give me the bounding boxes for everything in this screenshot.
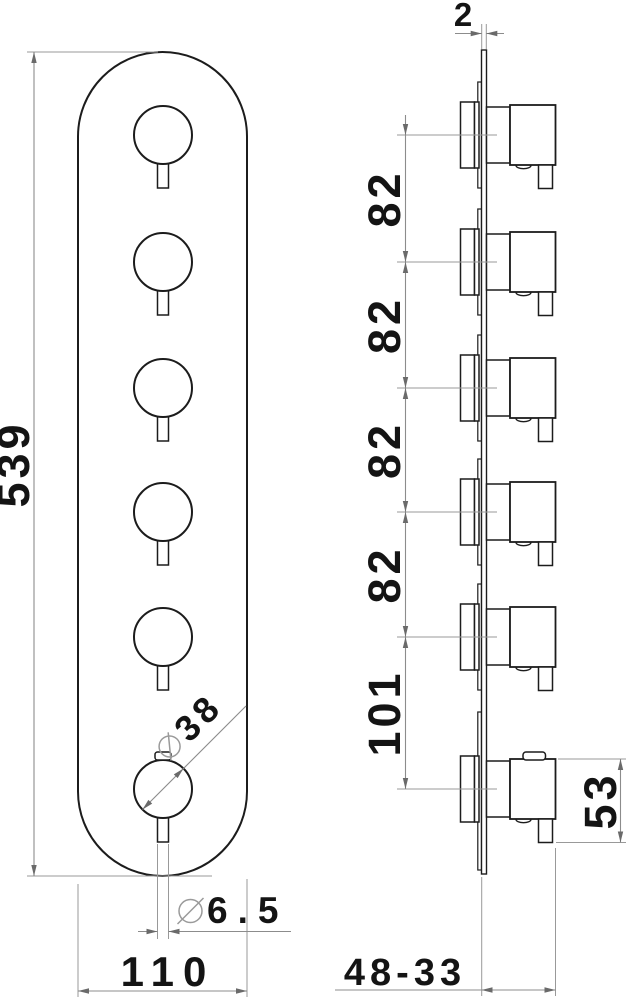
knob-3-side <box>459 354 557 443</box>
knob-5-side <box>459 603 557 692</box>
dim-label-spacing-1: 82 <box>359 169 410 227</box>
dim-label-spacing-5: 101 <box>359 669 410 756</box>
side-view <box>459 49 557 875</box>
dim-projection-range: 48-33 <box>335 848 556 996</box>
knob-6-side-top-tab <box>522 751 547 761</box>
dim-label-spacing-2: 82 <box>359 296 410 354</box>
knob-1-side <box>459 101 557 190</box>
dim-label-plate-thickness: 2 <box>454 0 474 33</box>
knob-6-side <box>459 755 557 844</box>
dim-plate-thickness: 2 <box>454 0 504 49</box>
front-view <box>77 51 248 877</box>
dim-stem-diameter: 6.5 <box>138 844 291 939</box>
knob-4-side <box>459 478 557 567</box>
dim-label-spacing-3: 82 <box>359 421 410 479</box>
dim-label-height: 539 <box>0 420 39 507</box>
dim-overall-height: 539 <box>0 51 212 877</box>
dim-label-projection-range: 48-33 <box>344 952 466 994</box>
dim-label-stem-diameter: 6.5 <box>207 890 288 931</box>
dim-knob-spacing-chain: 82 82 82 82 101 <box>359 115 497 790</box>
wall-plate-profile <box>480 49 488 875</box>
knob-6-top-tab <box>154 751 172 761</box>
dim-label-width: 110 <box>121 948 216 995</box>
diameter-symbol-icon <box>176 897 205 925</box>
dim-label-spacing-4: 82 <box>359 545 410 603</box>
dim-handle-drop: 53 <box>556 758 626 843</box>
knob-2-side <box>459 228 557 317</box>
dim-label-handle-drop: 53 <box>575 771 626 829</box>
diameter-symbol-icon <box>158 732 181 761</box>
dim-plate-width: 110 <box>77 879 248 997</box>
